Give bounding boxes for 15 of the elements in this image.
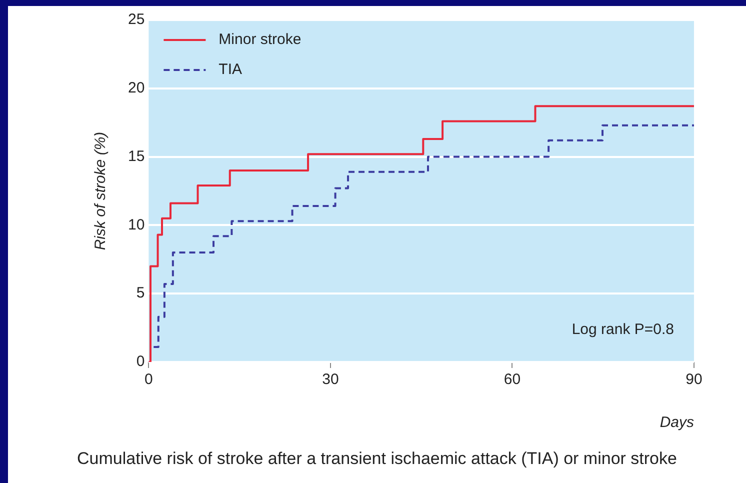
legend-label: TIA bbox=[218, 61, 242, 78]
x-axis-title: Days bbox=[660, 414, 694, 432]
y-axis-title: Risk of stroke (%) bbox=[92, 132, 110, 250]
annotation: Log rank P=0.8 bbox=[572, 321, 674, 338]
y-tick-label: 25 bbox=[128, 11, 145, 28]
text: Cumulative risk of stroke after a transient ischaemic attack (TIA) or minor stroke bbox=[76, 449, 678, 469]
x-tick-label: 90 bbox=[686, 371, 702, 388]
y-tick-label: 10 bbox=[128, 216, 145, 234]
x-tick-label: 60 bbox=[504, 371, 521, 388]
y-tick-label: 15 bbox=[128, 148, 145, 165]
legend-label: Minor stroke bbox=[218, 31, 302, 48]
x-tick-label: 30 bbox=[322, 371, 339, 388]
y-tick-label: 20 bbox=[128, 80, 145, 97]
y-tick-label: 5 bbox=[136, 284, 145, 302]
y-tick-label: 0 bbox=[136, 353, 145, 370]
